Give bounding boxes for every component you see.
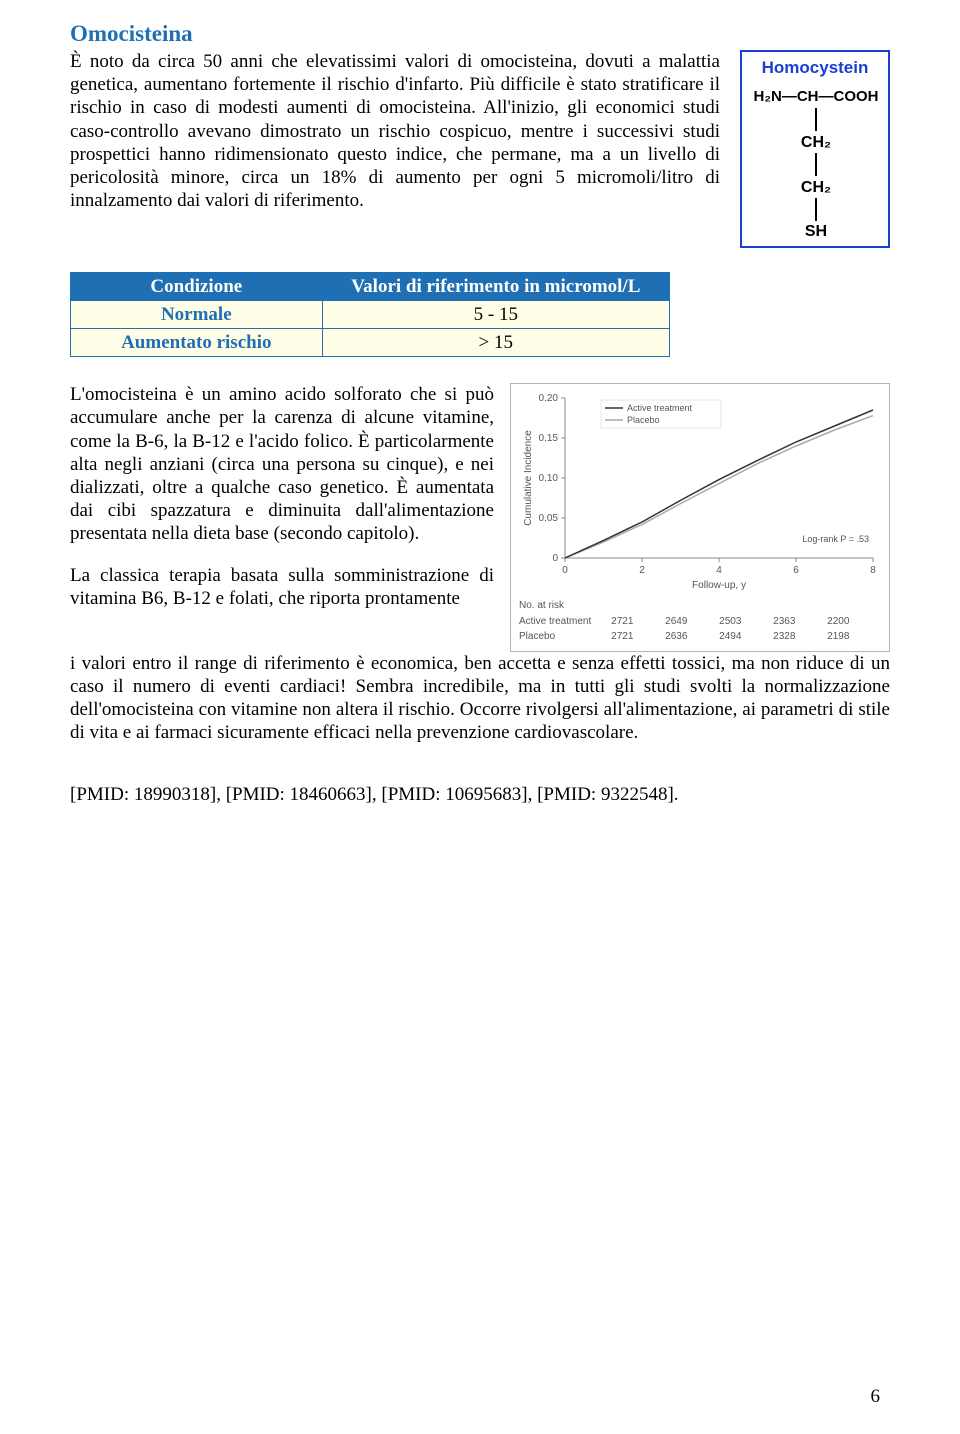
paragraph-2a: L'omocisteina è un amino acido solforato… — [70, 383, 494, 545]
formula-structure: H₂N—CH—COOH CH₂ CH₂ SH — [746, 83, 886, 238]
table-cell-condition: Normale — [71, 300, 323, 328]
svg-text:0.15: 0.15 — [539, 433, 559, 444]
reference-values-table: Condizione Valori di riferimento in micr… — [70, 272, 670, 358]
pmid-references: [PMID: 18990318], [PMID: 18460663], [PMI… — [70, 783, 890, 806]
homocystein-formula-box: Homocystein H₂N—CH—COOH CH₂ CH₂ SH — [740, 50, 890, 248]
table-row: Normale 5 - 15 — [71, 300, 670, 328]
chart-svg: 0 0.05 0.10 0.15 0.20 0 2 4 6 8 Cumulative Inciden… — [517, 390, 883, 592]
svg-text:0: 0 — [562, 565, 568, 576]
svg-text:SH: SH — [805, 223, 827, 238]
svg-text:CH₂: CH₂ — [801, 134, 831, 151]
svg-text:Active treatment: Active treatment — [627, 403, 693, 413]
svg-text:0.05: 0.05 — [539, 513, 559, 524]
cumulative-incidence-chart: 0 0.05 0.10 0.15 0.20 0 2 4 6 8 Cumulative Inciden… — [510, 383, 890, 652]
svg-text:Placebo: Placebo — [627, 415, 660, 425]
table-header-row: Condizione Valori di riferimento in micr… — [71, 272, 670, 300]
middle-text-column: L'omocisteina è un amino acido solforato… — [70, 383, 494, 652]
table-cell-condition: Aumentato rischio — [71, 329, 323, 357]
table-cell-value: > 15 — [322, 329, 669, 357]
svg-text:2: 2 — [639, 565, 645, 576]
formula-title: Homocystein — [746, 58, 884, 79]
table-header-condition: Condizione — [71, 272, 323, 300]
svg-text:8: 8 — [870, 565, 876, 576]
table-row: Aumentato rischio > 15 — [71, 329, 670, 357]
intro-paragraph: È noto da circa 50 anni che elevatissimi… — [70, 50, 720, 248]
svg-text:0.10: 0.10 — [539, 473, 559, 484]
svg-text:Log-rank P = .53: Log-rank P = .53 — [802, 534, 869, 544]
top-row: È noto da circa 50 anni che elevatissimi… — [70, 50, 890, 248]
middle-row: L'omocisteina è un amino acido solforato… — [70, 383, 890, 652]
svg-text:H₂N—CH—COOH: H₂N—CH—COOH — [754, 88, 879, 105]
page-number: 6 — [871, 1385, 881, 1408]
svg-text:0.20: 0.20 — [539, 393, 559, 404]
paragraph-2b: La classica terapia basata sulla sommini… — [70, 564, 494, 610]
svg-text:Cumulative Incidence: Cumulative Incidence — [523, 430, 534, 526]
number-at-risk-table: No. at riskActive treatment2721264925032… — [517, 598, 869, 645]
table-cell-value: 5 - 15 — [322, 300, 669, 328]
svg-text:4: 4 — [716, 565, 722, 576]
section-title: Omocisteina — [70, 20, 890, 48]
svg-text:6: 6 — [793, 565, 799, 576]
svg-text:Follow-up, y: Follow-up, y — [692, 580, 746, 591]
table-header-values: Valori di riferimento in micromol/L — [322, 272, 669, 300]
svg-text:CH₂: CH₂ — [801, 179, 831, 196]
svg-text:0: 0 — [552, 553, 558, 564]
paragraph-2c: i valori entro il range di riferimento è… — [70, 652, 890, 745]
